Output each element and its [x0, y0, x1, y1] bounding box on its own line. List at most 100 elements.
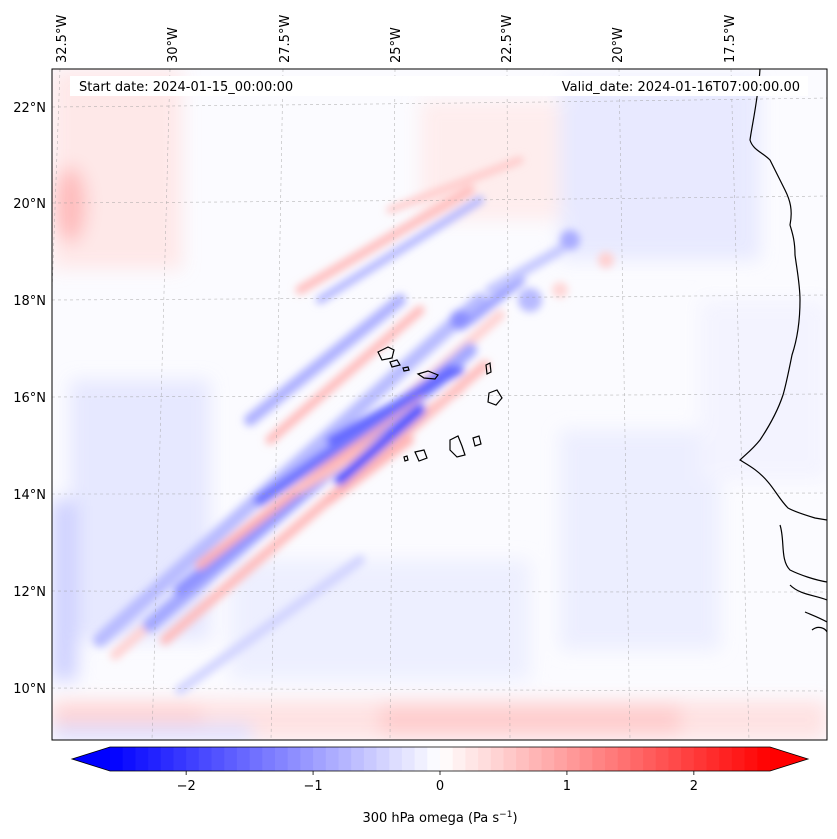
colorbar-cell — [325, 747, 340, 771]
colorbar-cell — [541, 747, 555, 771]
colorbar-tick-label: 0 — [436, 779, 444, 794]
gridline-lat-14 — [52, 492, 827, 495]
colorbar-title: 300 hPa omega (Pa s−1) — [362, 810, 517, 826]
colorbar-cell — [744, 747, 758, 771]
coastlines — [377, 69, 827, 633]
colorbar-cell — [490, 747, 505, 771]
colorbar-cell — [605, 747, 619, 771]
colorbar-tick-label: 2 — [690, 779, 698, 794]
lat-label-20: 20°N — [13, 197, 46, 212]
gridline-lat-18 — [52, 294, 827, 301]
lon-label-20: 20°W — [611, 27, 626, 63]
colorbar-cell — [401, 747, 416, 771]
gridline-lon-20 — [618, 69, 631, 740]
colorbar-cell — [706, 747, 720, 771]
gridline-lat-16 — [52, 393, 827, 398]
colorbar-title-exponent: −1 — [499, 810, 512, 820]
colorbar-cell — [528, 747, 543, 771]
colorbar-cell — [655, 747, 670, 771]
colorbar-ticks: −2 −1 0 1 2 — [177, 771, 698, 794]
colorbar-cell — [579, 747, 593, 771]
latitude-labels: 22°N 20°N 18°N 16°N 14°N 12°N 10°N — [13, 101, 46, 697]
west-africa-coastline — [739, 69, 827, 521]
map-panel: Start date: 2024-01-15_00:00:00 Valid_da… — [51, 68, 828, 741]
island-santo-antao — [377, 346, 395, 361]
colorbar-cell — [160, 747, 175, 771]
colorbar: −2 −1 0 1 2 300 hPa omega (Pa s−1) — [70, 746, 810, 826]
colorbar-cell — [668, 747, 682, 771]
colorbar-cell — [440, 747, 454, 771]
gridline-lon-27-5 — [270, 69, 284, 740]
colorbar-cell — [630, 747, 644, 771]
colorbar-cell — [465, 747, 479, 771]
island-santiago — [449, 435, 466, 458]
lat-label-10: 10°N — [13, 682, 46, 697]
colorbar-cell — [249, 747, 263, 771]
gambia-coast — [779, 524, 827, 583]
colorbar-cell — [198, 747, 213, 771]
colorbar-cell — [313, 747, 327, 771]
lon-label-22-5: 22.5°W — [500, 15, 515, 63]
colorbar-cell — [643, 747, 657, 771]
island-sao-nicolau — [416, 370, 439, 380]
colorbar-cell — [110, 747, 124, 771]
colorbar-cell — [351, 747, 365, 771]
colorbar-cell — [224, 747, 238, 771]
colorbar-cell — [148, 747, 162, 771]
colorbar-tick-label: 1 — [563, 779, 571, 794]
colorbar-cell — [452, 747, 466, 771]
colorbar-cell — [478, 747, 492, 771]
gridline-lat-22 — [52, 97, 827, 108]
gridline-lat-20 — [52, 195, 827, 204]
colorbar-tick-label: −1 — [303, 779, 322, 794]
colorbar-cell — [135, 747, 149, 771]
map-gridlines — [52, 69, 827, 740]
colorbar-cell — [122, 747, 136, 771]
colorbar-cell — [236, 747, 251, 771]
colorbar-title-main: 300 hPa omega (Pa s — [362, 811, 499, 826]
colorbar-outline — [70, 746, 810, 772]
lon-label-17-5: 17.5°W — [723, 15, 738, 63]
bijagos-islands — [811, 626, 827, 633]
colorbar-cell — [681, 747, 695, 771]
colorbar-cell — [719, 747, 733, 771]
colorbar-tick-label: −2 — [177, 779, 196, 794]
lat-label-12: 12°N — [13, 585, 46, 600]
start-date-label: Start date: 2024-01-15_00:00:00 — [79, 80, 293, 95]
lon-label-30: 30°W — [166, 27, 181, 63]
longitude-labels: 32.5°W 30°W 27.5°W 25°W 22.5°W 20°W 17.5… — [55, 15, 738, 63]
lat-label-14: 14°N — [13, 488, 46, 503]
colorbar-cell — [376, 747, 390, 771]
colorbar-extend-max — [770, 747, 808, 771]
valid-date-label: Valid_date: 2024-01-16T07:00:00.00 — [562, 80, 800, 95]
lon-label-27-5: 27.5°W — [278, 15, 293, 63]
colorbar-title-close: ) — [512, 811, 517, 826]
omega-wave-bands — [93, 156, 614, 695]
lat-label-16: 16°N — [13, 391, 46, 406]
colorbar-cell — [338, 747, 352, 771]
island-sao-vicente — [389, 359, 401, 368]
gridline-lon-30 — [151, 69, 171, 740]
island-maio — [472, 435, 482, 447]
colorbar-cell — [554, 747, 568, 771]
colorbar-cell — [287, 747, 301, 771]
guinea-bissau-coast — [789, 584, 827, 601]
omega-field — [52, 69, 827, 740]
lon-label-32-5: 32.5°W — [55, 15, 70, 63]
colorbar-cell — [566, 747, 581, 771]
date-header-strip — [70, 76, 808, 96]
colorbar-cells — [110, 747, 771, 771]
colorbar-cell — [262, 747, 276, 771]
colorbar-cell — [389, 747, 403, 771]
colorbar-cell — [363, 747, 378, 771]
gridline-lon-25 — [389, 69, 396, 740]
island-boa-vista — [487, 389, 503, 406]
island-sal — [485, 362, 492, 375]
lon-label-25: 25°W — [389, 27, 404, 63]
colorbar-cell — [300, 747, 314, 771]
bijagos-coast — [804, 611, 827, 623]
gridline-lat-12 — [52, 590, 827, 593]
colorbar-cell — [693, 747, 708, 771]
lat-label-22: 22°N — [13, 101, 46, 116]
colorbar-extend-min — [72, 747, 110, 771]
